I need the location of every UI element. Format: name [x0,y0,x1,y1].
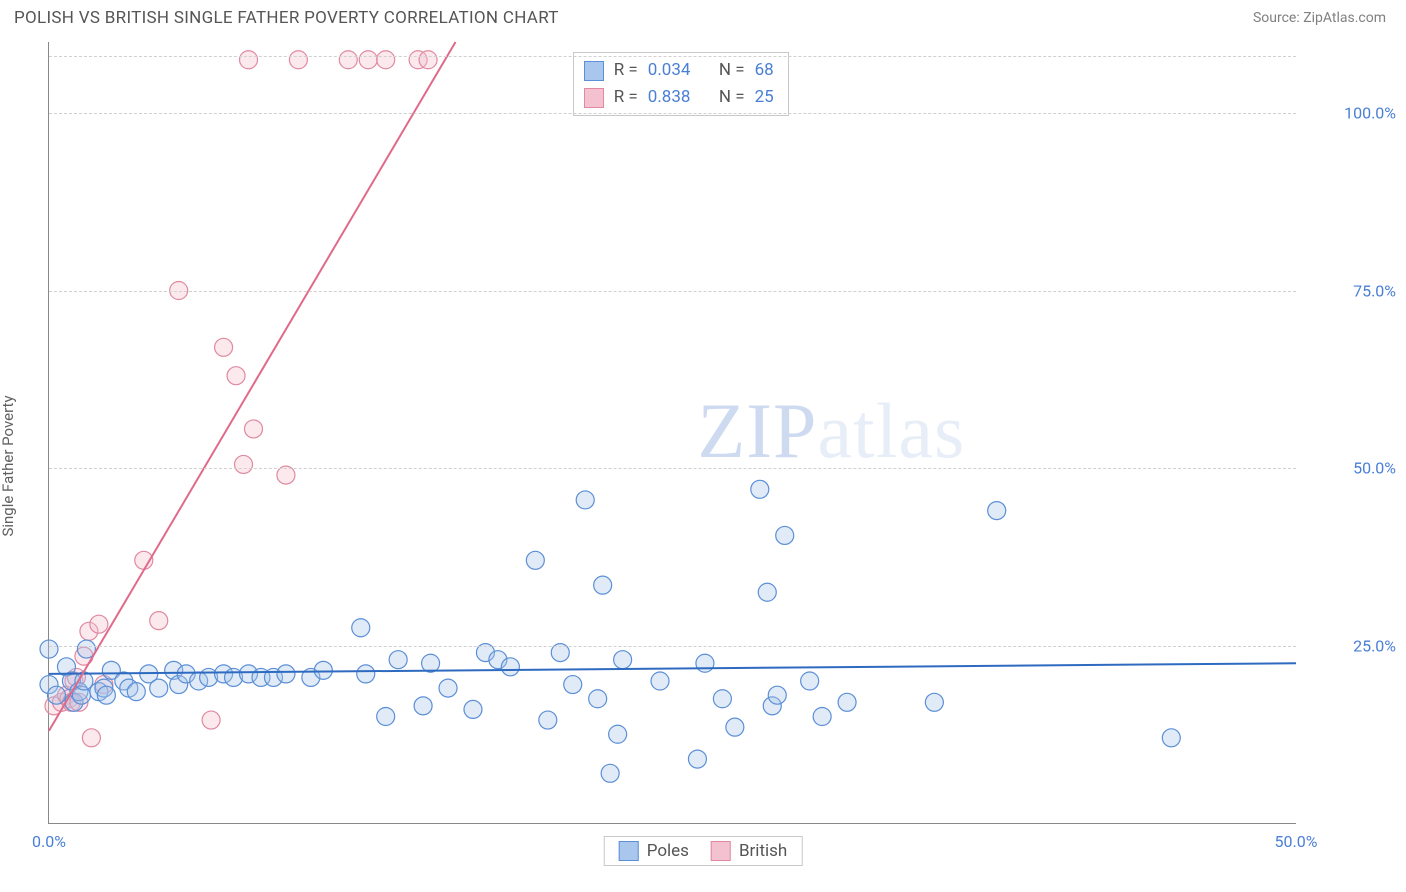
data-point [150,679,168,697]
data-point [651,672,669,690]
data-point [439,679,457,697]
swatch-british [711,841,731,861]
data-point [813,708,831,726]
data-point [801,672,819,690]
data-point [82,729,100,747]
legend-item-poles: Poles [619,841,689,861]
data-point [1162,729,1180,747]
stats-legend: R = 0.034 N = 68 R = 0.838 N = 25 [573,52,789,116]
r-value: 0.034 [648,57,691,84]
data-point [215,338,233,356]
legend-label: Poles [647,841,689,861]
data-point [202,711,220,729]
data-point [758,583,776,601]
y-tick-label: 50.0% [1304,459,1396,478]
plot-svg [49,42,1296,823]
data-point [988,502,1006,520]
data-point [594,576,612,594]
data-point [713,690,731,708]
header: POLISH VS BRITISH SINGLE FATHER POVERTY … [0,0,1406,32]
y-tick-label: 25.0% [1304,636,1396,655]
stats-legend-row: R = 0.034 N = 68 [584,57,774,84]
data-point [127,683,145,701]
legend-label: British [739,841,787,861]
r-label: R = [614,57,638,84]
chart-title: POLISH VS BRITISH SINGLE FATHER POVERTY … [14,8,559,28]
gridline [49,468,1296,469]
gridline [49,291,1296,292]
gridline [49,56,1296,57]
data-point [539,711,557,729]
data-point [526,551,544,569]
gridline [49,113,1296,114]
data-point [377,708,395,726]
data-point [227,367,245,385]
bottom-legend: Poles British [604,836,803,866]
source-prefix: Source: [1253,10,1303,26]
data-point [289,51,307,69]
data-point [339,51,357,69]
n-label: N = [719,84,745,111]
x-tick-label: 50.0% [1275,832,1318,851]
y-tick-label: 75.0% [1304,281,1396,300]
data-point [688,750,706,768]
data-point [751,480,769,498]
data-point [245,420,263,438]
r-value: 0.838 [648,84,691,111]
legend-item-british: British [711,841,787,861]
data-point [389,651,407,669]
data-point [696,654,714,672]
swatch-british [584,88,604,108]
data-point [277,665,295,683]
data-point [589,690,607,708]
data-point [97,686,115,704]
chart-area: Single Father Poverty ZIPatlas R = 0.034… [0,32,1406,882]
data-point [501,658,519,676]
y-tick-label: 100.0% [1304,104,1396,123]
source-label: Source: ZipAtlas.com [1253,10,1386,26]
data-point [90,615,108,633]
gridline [49,646,1296,647]
data-point [614,651,632,669]
n-label: N = [719,57,745,84]
x-tick-label: 0.0% [32,832,66,851]
data-point [314,661,332,679]
swatch-poles [619,841,639,861]
data-point [726,718,744,736]
n-value: 68 [755,57,774,84]
data-point [609,725,627,743]
data-point [838,693,856,711]
data-point [464,700,482,718]
data-point [150,612,168,630]
data-point [768,686,786,704]
data-point [357,665,375,683]
data-point [422,654,440,672]
data-point [235,455,253,473]
stats-legend-row: R = 0.838 N = 25 [584,84,774,111]
data-point [40,640,58,658]
data-point [776,526,794,544]
data-point [419,51,437,69]
y-axis-label: Single Father Poverty [0,395,17,536]
data-point [47,686,65,704]
data-point [564,676,582,694]
trend-line [49,42,456,731]
data-point [352,619,370,637]
data-point [414,697,432,715]
data-point [240,51,258,69]
data-point [601,764,619,782]
data-point [925,693,943,711]
source-name: ZipAtlas.com [1303,10,1386,26]
plot-region: ZIPatlas R = 0.034 N = 68 R = 0.838 N = … [48,42,1296,824]
swatch-poles [584,61,604,81]
data-point [377,51,395,69]
data-point [576,491,594,509]
n-value: 25 [755,84,774,111]
data-point [359,51,377,69]
r-label: R = [614,84,638,111]
